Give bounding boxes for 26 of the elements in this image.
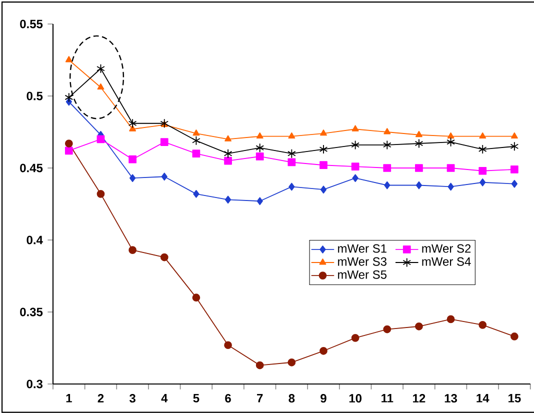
x-tick-label: 13 <box>444 394 458 403</box>
legend-label: mWer S2 <box>422 244 471 253</box>
y-tick-label: 0.4 <box>26 236 43 244</box>
x-tick-label: 5 <box>193 394 200 402</box>
x-tick-label: 15 <box>508 394 521 402</box>
y-tick-label: 0.3 <box>26 380 43 388</box>
legend-label: mWer S4 <box>422 257 471 266</box>
legend-label: mWer S1 <box>338 244 386 253</box>
y-tick-label: 0.55 <box>20 20 43 28</box>
x-tick-label: 14 <box>476 394 490 402</box>
legend-label: mWer S3 <box>338 257 386 266</box>
y-tick-label: 0.35 <box>20 308 43 316</box>
y-tick-label: 0.45 <box>20 164 43 172</box>
x-tick-label: 7 <box>257 394 263 402</box>
x-tick-label: 2 <box>98 394 104 402</box>
x-tick-label: 6 <box>225 394 231 403</box>
y-tick-label: 0.5 <box>26 92 43 100</box>
x-tick-label: 11 <box>382 394 394 402</box>
x-tick-label: 9 <box>320 394 326 403</box>
x-tick-label: 12 <box>413 394 426 402</box>
legend-label: mWer S5 <box>338 270 387 279</box>
x-tick-label: 10 <box>349 394 362 403</box>
x-tick-label: 3 <box>129 394 136 403</box>
x-tick-label: 8 <box>288 394 295 403</box>
x-tick-label: 1 <box>66 394 72 402</box>
x-tick-label: 4 <box>161 394 168 402</box>
